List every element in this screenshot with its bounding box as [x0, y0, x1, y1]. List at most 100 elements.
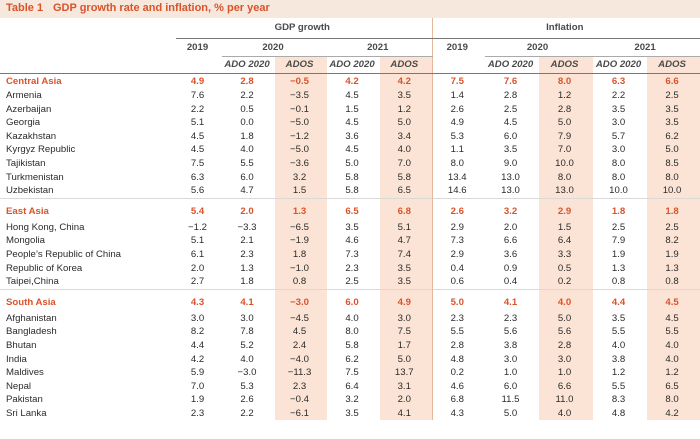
value-cell: 2.8 [539, 338, 594, 353]
table-row: Bhutan 4.4 5.2 2.4 5.8 1.7 2.8 3.8 2.8 4.0 4.0 [0, 338, 700, 353]
value-cell: 1.9 [190, 394, 205, 406]
economy-name: Taipei,China [6, 276, 59, 288]
value-cell: 4.5 [275, 325, 327, 339]
table-row: People’s Republic of China 6.1 2.3 1.8 7.3 7.… [0, 247, 700, 262]
value-cell: 2.2 [240, 407, 254, 419]
value-cell: 4.0 [240, 144, 254, 156]
value-cell: 1.7 [380, 338, 433, 353]
value-cell: 0.5 [539, 261, 594, 276]
value-cell: 5.8 [345, 171, 359, 183]
value-cell: 13.7 [380, 366, 433, 380]
inflation-2021-ados-header: ADOS [647, 56, 700, 74]
value-cell: 0.8 [611, 276, 626, 288]
value-cell: −6.1 [275, 406, 327, 421]
value-cell: 5.8 [345, 185, 359, 197]
value-cell: 3.5 [647, 116, 700, 130]
inflation-year-2020: 2020 [485, 38, 594, 57]
value-cell: 4.0 [647, 352, 700, 367]
value-cell: 11.5 [501, 394, 520, 406]
value-cell: 7.6 [503, 76, 518, 87]
value-cell: 2.8 [240, 76, 254, 87]
value-cell: 3.5 [503, 144, 518, 156]
value-cell: 3.8 [611, 353, 626, 365]
value-cell: 5.0 [345, 157, 359, 169]
value-cell: 4.0 [647, 338, 700, 353]
value-cell: −3.5 [275, 89, 327, 103]
value-cell: 2.5 [611, 221, 626, 233]
value-cell: 2.8 [539, 102, 594, 117]
value-cell: 8.0 [611, 157, 626, 169]
table-row: Tajikistan 7.5 5.5 −3.6 5.0 7.0 8.0 9.0 10.0 8.0 8… [0, 156, 700, 171]
value-cell: 4.6 [431, 379, 486, 394]
value-cell: 2.0 [222, 197, 275, 221]
value-cell: 5.8 [380, 170, 433, 185]
value-cell: 4.9 [380, 288, 433, 312]
economy-name: Georgia [6, 117, 41, 129]
value-cell: 13.0 [501, 185, 520, 197]
economy-name: Azerbaijan [6, 103, 52, 115]
economy-name: Republic of Korea [6, 262, 83, 274]
economy-name: Tajikistan [6, 157, 46, 169]
value-cell: 0.2 [431, 366, 486, 380]
inflation-2020-ado-header: ADO 2020 [485, 56, 540, 74]
value-cell: 3.5 [380, 89, 433, 103]
value-cell: 1.3 [240, 262, 254, 274]
value-cell: 13.0 [501, 171, 520, 183]
value-cell: 6.5 [380, 184, 433, 199]
table-row: Hong Kong, China −1.2 −3.3 −6.5 3.5 5.1 2.9 2.0… [0, 220, 700, 235]
table-row: Sri Lanka 2.3 2.2 −6.1 3.5 4.1 4.3 5.0 4.0 4.8 4.2 [0, 406, 700, 421]
value-cell: 7.3 [431, 234, 486, 248]
value-cell: 4.0 [539, 288, 594, 312]
economy-name: Bhutan [6, 339, 37, 351]
economy-name: Uzbekistan [6, 185, 54, 197]
value-cell: 7.5 [190, 157, 205, 169]
value-cell: 4.5 [647, 288, 700, 312]
economy-name: India [6, 353, 27, 365]
value-cell: 4.2 [190, 353, 205, 365]
value-cell: 1.2 [539, 89, 594, 103]
value-cell: 2.7 [190, 276, 205, 288]
value-cell: 1.8 [275, 247, 327, 262]
value-cell: 5.1 [190, 117, 205, 129]
value-cell: 5.0 [539, 311, 594, 326]
economy-name: Turkmenistan [6, 171, 64, 183]
value-cell: 7.5 [380, 325, 433, 339]
value-cell: 0.9 [503, 262, 518, 274]
value-cell: 3.5 [380, 261, 433, 276]
value-cell: 8.2 [647, 234, 700, 248]
gdp-2020-ado-header: ADO 2020 [222, 56, 275, 74]
value-cell: −0.5 [275, 73, 327, 89]
value-cell: −3.0 [275, 288, 327, 312]
value-cell: 8.2 [190, 326, 205, 338]
value-cell: −4.5 [275, 311, 327, 326]
value-cell: 0.2 [539, 275, 594, 290]
value-cell: 5.5 [647, 325, 700, 339]
value-cell: 1.0 [539, 366, 594, 380]
economy-name: Armenia [6, 90, 42, 101]
value-cell: 3.5 [345, 407, 359, 419]
value-cell: 8.0 [647, 393, 700, 407]
table-row: Maldives 5.9 −3.0 −11.3 7.5 13.7 0.2 1.0 1.0 1.2 1… [0, 366, 700, 380]
value-cell: 7.9 [539, 129, 594, 144]
value-cell: 4.1 [380, 406, 433, 421]
value-cell: 4.3 [176, 288, 222, 312]
value-cell: 4.5 [190, 144, 205, 156]
value-cell: −3.3 [237, 221, 257, 233]
value-cell: 4.2 [380, 73, 433, 89]
economy-name: Hong Kong, China [6, 221, 85, 233]
value-cell: −1.9 [275, 234, 327, 248]
value-cell: 5.0 [431, 288, 486, 312]
value-cell: 4.5 [345, 90, 359, 101]
value-cell: 2.1 [240, 235, 254, 247]
value-cell: −5.0 [275, 143, 327, 157]
value-cell: 4.8 [611, 407, 626, 419]
table-number: Table 1 [6, 2, 44, 14]
value-cell: 2.0 [380, 393, 433, 407]
value-cell: 5.4 [176, 197, 222, 221]
value-cell: −1.0 [275, 261, 327, 276]
value-cell: 1.8 [240, 130, 254, 142]
table-row: Kyrgyz Republic 4.5 4.0 −5.0 4.5 4.0 1.1 3.5 7.0… [0, 143, 700, 157]
value-cell: 5.0 [539, 116, 594, 130]
value-cell: 0.0 [240, 117, 254, 129]
value-cell: 2.0 [503, 221, 518, 233]
